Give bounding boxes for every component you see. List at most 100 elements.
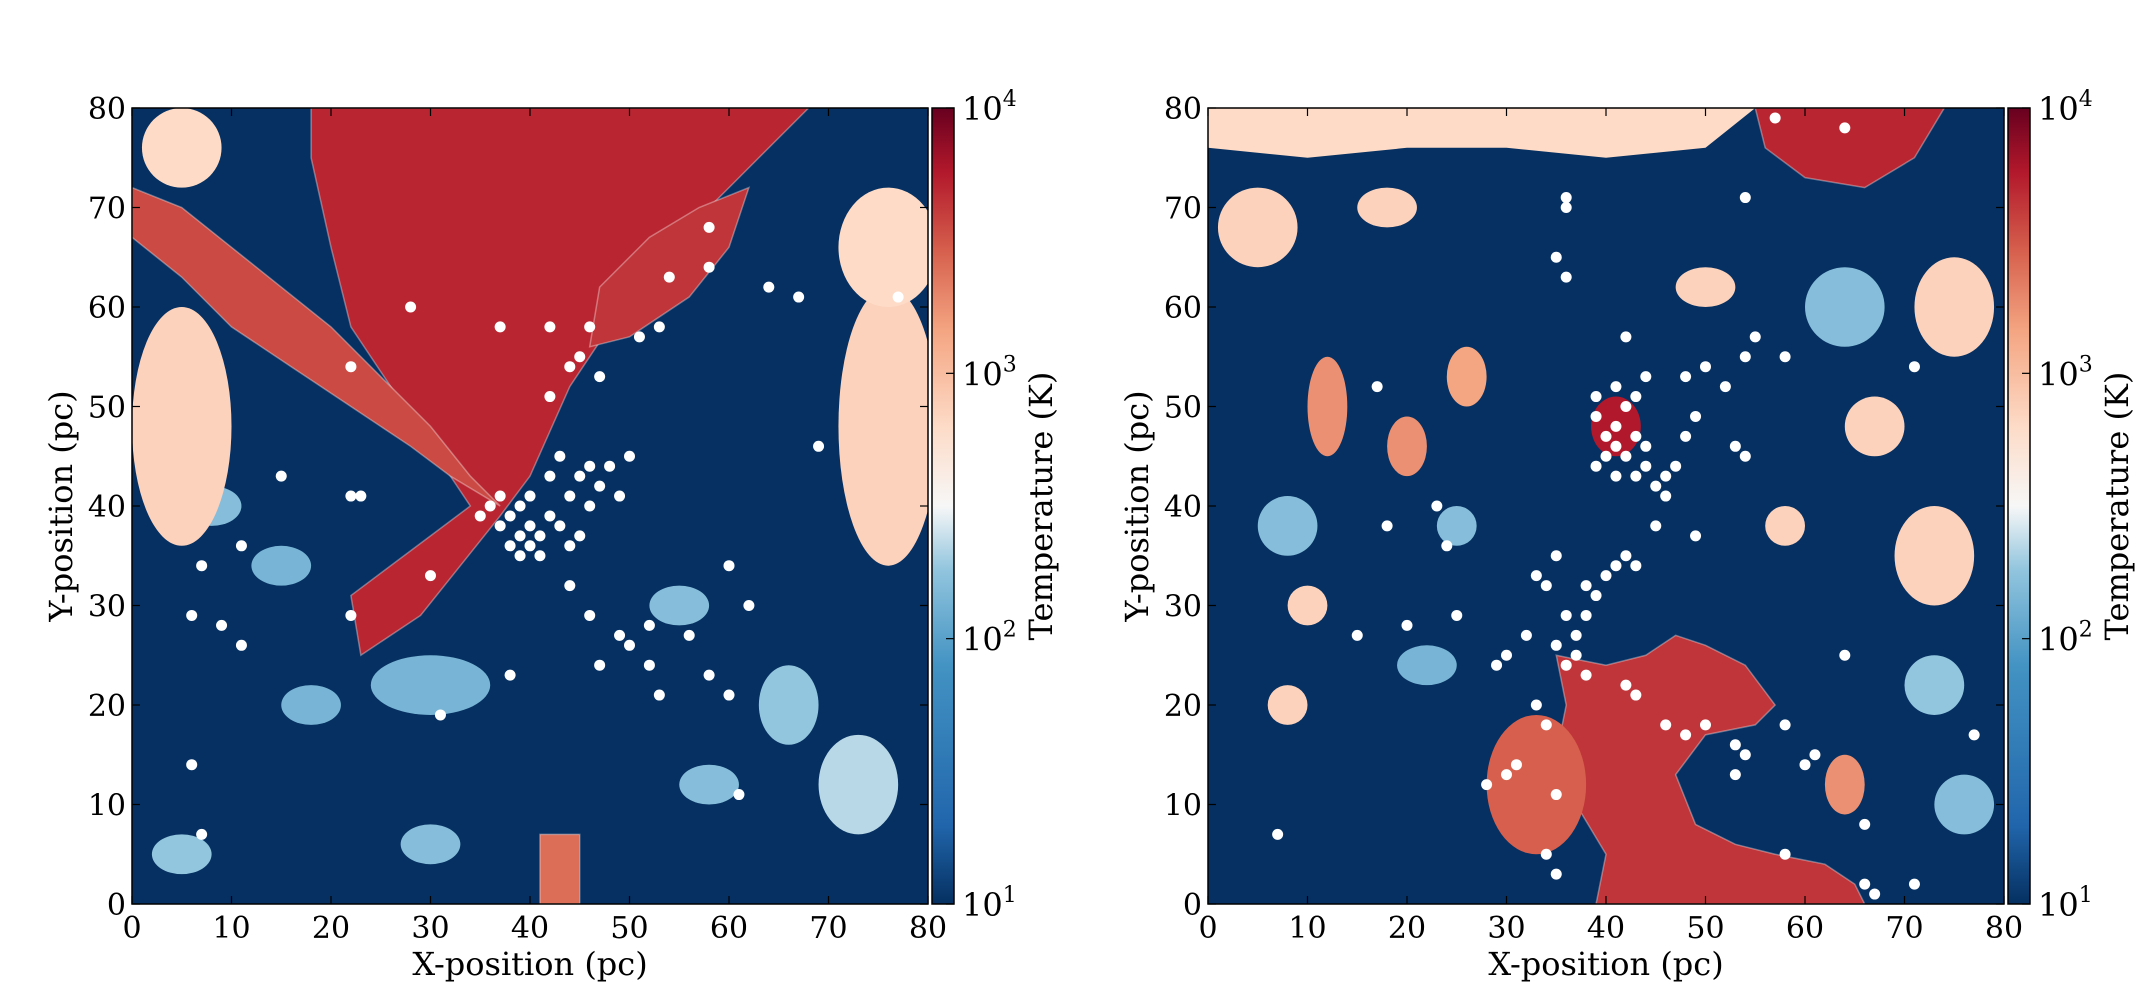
y-axis-label: Y-position (pc) [42, 390, 80, 622]
warm-region [1208, 108, 1756, 158]
x-tick-label: 20 [312, 911, 350, 946]
y-tick-label: 80 [1164, 92, 1202, 127]
star-point [1600, 450, 1612, 462]
star-point [614, 490, 626, 502]
star-point [723, 689, 735, 701]
cool-region [1436, 506, 1477, 546]
star-point [584, 609, 596, 621]
star-point [1809, 749, 1821, 761]
x-tick-label: 30 [1487, 911, 1525, 946]
star-point [425, 570, 436, 582]
x-tick-label: 0 [1198, 911, 1217, 946]
star-point [1739, 351, 1751, 363]
star-point [275, 470, 287, 482]
x-tick-label: 10 [1288, 911, 1326, 946]
cool-region [1934, 774, 1995, 835]
star-point [1540, 848, 1552, 860]
star-point [514, 500, 526, 512]
star-point [1640, 440, 1652, 452]
star-point [1610, 560, 1622, 572]
star-point [1550, 550, 1562, 562]
star-point [584, 500, 596, 512]
star-point [1560, 609, 1572, 621]
x-tick-label: 70 [809, 911, 847, 946]
star-point [235, 639, 247, 651]
warm-region [838, 287, 928, 566]
star-point [1501, 649, 1512, 661]
x-axis-label: X-position (pc) [1488, 945, 1723, 983]
cool-region [649, 585, 710, 626]
star-point [514, 530, 526, 542]
star-point [1680, 729, 1692, 741]
colorbar-tick-label: 103 [2038, 352, 2093, 393]
star-point [643, 659, 655, 671]
hot-region [1824, 754, 1865, 815]
y-tick-label: 50 [1164, 391, 1202, 426]
star-point [1650, 520, 1662, 532]
star-point [196, 560, 208, 572]
star-point [345, 609, 357, 621]
cool-region [818, 734, 899, 835]
cool-region [370, 655, 491, 715]
star-points [1272, 112, 1980, 900]
y-tick-label: 60 [1164, 291, 1202, 326]
star-point [574, 351, 586, 363]
y-axis: 0 10 20 30 40 50 60 70 80 [88, 92, 928, 923]
star-point [733, 789, 745, 801]
star-point [1839, 649, 1851, 661]
star-point [633, 331, 645, 343]
colorbar-ticks: 101 102 103 104 [2022, 87, 2093, 924]
star-point [1560, 192, 1572, 204]
star-point [1640, 371, 1652, 383]
cool-region [1805, 267, 1885, 347]
star-point [1620, 550, 1632, 562]
star-point [1501, 769, 1512, 781]
warm-region [1914, 257, 1995, 357]
star-point [1630, 560, 1642, 572]
star-point [1590, 590, 1602, 602]
star-point [1690, 530, 1702, 542]
x-tick-label: 30 [411, 911, 449, 946]
star-point [534, 530, 546, 542]
star-point [554, 450, 566, 462]
star-point [793, 291, 805, 303]
star-point [1680, 371, 1692, 383]
panel-right: 0 10 20 30 40 50 60 70 80 0 10 20 30 40 50 60 70 80 X-po… [1118, 87, 2136, 983]
star-point [1620, 450, 1632, 462]
warm-region [1287, 585, 1328, 626]
x-tick-label: 50 [610, 911, 648, 946]
warm-region [1675, 267, 1736, 307]
star-point [1700, 719, 1711, 731]
star-point [703, 669, 715, 681]
star-point [345, 361, 357, 373]
warm-region [1217, 187, 1298, 268]
star-point [614, 629, 626, 641]
warm-region [1894, 506, 1975, 606]
star-point [1729, 739, 1741, 751]
star-point [1401, 619, 1413, 631]
cool-region [400, 824, 461, 865]
colorbar-tick-label: 102 [962, 618, 1017, 659]
colorbar [931, 107, 955, 905]
star-point [1491, 659, 1503, 671]
colorbar-label: Temperature (K) [2098, 372, 2136, 641]
star-point [1739, 192, 1751, 204]
star-points [186, 221, 904, 840]
star-point [474, 510, 486, 522]
y-tick-label: 50 [88, 391, 126, 426]
star-point [494, 520, 506, 532]
cool-region [1397, 645, 1457, 686]
star-point [504, 510, 516, 522]
star-point [1769, 112, 1781, 124]
y-tick-label: 40 [88, 490, 126, 525]
star-point [1859, 878, 1871, 890]
star-point [1560, 202, 1572, 213]
colorbar-tick-label: 102 [2038, 618, 2093, 659]
cool-region [151, 834, 212, 875]
star-point [1451, 609, 1463, 621]
x-tick-label: 70 [1885, 911, 1923, 946]
star-point [405, 301, 417, 313]
star-point [1630, 689, 1642, 701]
y-tick-label: 20 [88, 689, 126, 724]
